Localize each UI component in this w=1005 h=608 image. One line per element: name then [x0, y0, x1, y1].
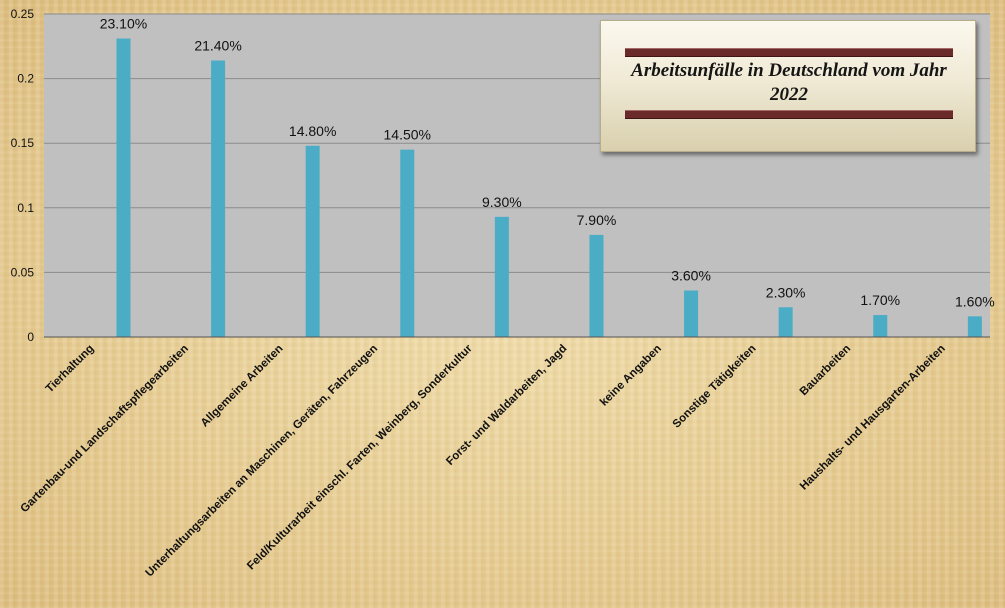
x-tick-label: Gartenbau-und Landschaftspflegearbeiten — [19, 343, 192, 516]
x-tick-label: Bauarbeiten — [798, 343, 853, 398]
bar — [305, 145, 320, 337]
bar — [116, 38, 131, 337]
y-tick-label: 0 — [27, 330, 34, 344]
chart-title: Arbeitsunfälle in Deutschland vom Jahr 2… — [631, 60, 947, 105]
x-tick-label: Feld/Kulturarbeit einschl. Farten, Weinb… — [245, 342, 475, 572]
data-label: 23.10% — [100, 16, 147, 32]
y-tick-label: 0.15 — [11, 136, 35, 150]
bar — [967, 316, 982, 337]
x-tick-label: Tierhaltung — [44, 343, 97, 396]
bar — [400, 149, 415, 337]
x-tick-label: Haushalts- und Hausgarten-Arbeiten — [798, 343, 948, 493]
data-label: 14.80% — [289, 123, 336, 139]
data-label: 1.60% — [955, 293, 995, 309]
chart-title-box: Arbeitsunfälle in Deutschland vom Jahr 2… — [600, 20, 976, 152]
data-label: 14.50% — [384, 127, 431, 143]
bar — [873, 315, 888, 337]
title-rule-bottom — [625, 110, 953, 119]
data-label: 3.60% — [671, 267, 711, 283]
data-label: 21.40% — [194, 38, 241, 54]
bar — [211, 60, 226, 338]
bar — [494, 216, 509, 337]
y-tick-label: 0.25 — [11, 7, 35, 21]
y-tick-label: 0.2 — [17, 72, 34, 86]
bar — [684, 290, 699, 337]
x-tick-label: Sonstige Tätigkeiten — [671, 343, 759, 431]
data-label: 7.90% — [577, 212, 617, 228]
bar — [778, 307, 793, 337]
y-tick-label: 0.1 — [17, 201, 34, 215]
x-tick-label: Unterhaltungsarbeiten an Maschinen, Gerä… — [144, 343, 381, 580]
x-tick-label: keine Angaben — [598, 343, 664, 409]
data-label: 9.30% — [482, 194, 522, 210]
data-label: 2.30% — [766, 284, 806, 300]
bar — [589, 234, 604, 337]
x-tick-label: Allgemeine Arbeiten — [199, 343, 286, 430]
y-tick-label: 0.05 — [11, 265, 35, 279]
title-rule-top — [625, 48, 953, 57]
data-label: 1.70% — [860, 292, 900, 308]
